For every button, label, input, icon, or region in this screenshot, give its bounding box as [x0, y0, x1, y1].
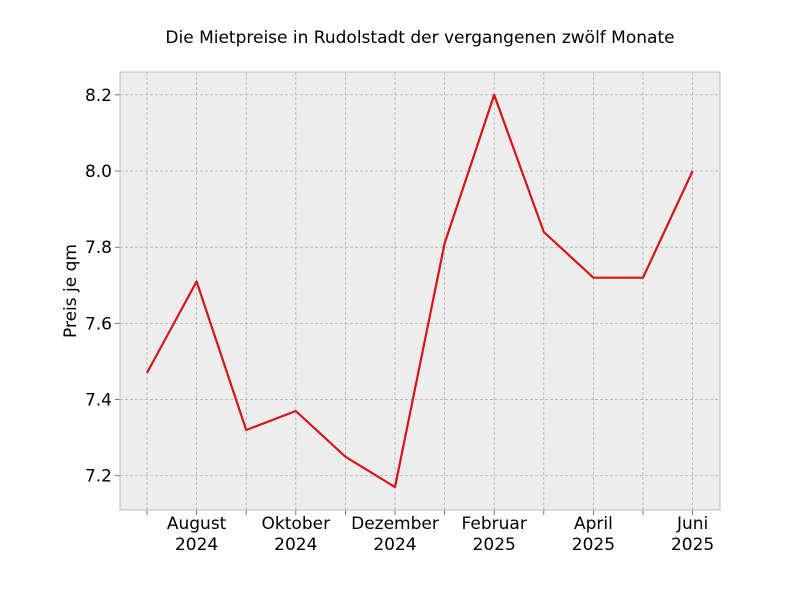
x-tick-label-year: 2024 [175, 535, 218, 555]
x-tick-label-month: Oktober [262, 514, 331, 534]
x-tick-label-year: 2024 [373, 535, 416, 555]
y-tick-label: 8.2 [85, 86, 112, 106]
x-tick-labels: August2024Oktober2024Dezember2024Februar… [167, 514, 714, 555]
y-tick-label: 7.4 [85, 391, 112, 411]
series-line [146, 93, 694, 489]
axis-ticks [115, 94, 693, 515]
y-axis-title: Preis je qm [61, 244, 81, 338]
y-tick-label: 8.0 [85, 162, 112, 182]
x-tick-label-year: 2025 [572, 535, 615, 555]
x-tick-label-year: 2024 [274, 535, 317, 555]
grid-lines [120, 72, 720, 510]
x-tick-label-year: 2025 [473, 535, 516, 555]
x-tick-label-year: 2025 [671, 535, 714, 555]
x-tick-label-month: Juni [676, 514, 708, 534]
x-tick-label-month: Februar [462, 514, 527, 534]
y-tick-labels: 7.2 7.4 7.6 7.8 8.0 8.2 [85, 86, 112, 487]
x-tick-label-month: August [167, 514, 227, 534]
plot-area [120, 72, 720, 510]
plot-frame [119, 71, 721, 511]
x-tick-label-month: Dezember [351, 514, 439, 534]
x-tick-label-month: April [574, 514, 613, 534]
y-tick-label: 7.6 [85, 314, 112, 334]
y-tick-label: 7.2 [85, 467, 112, 487]
y-tick-label: 7.8 [85, 238, 112, 258]
series-layer [146, 93, 694, 489]
chart-title: Die Mietpreise in Rudolstadt der vergang… [165, 28, 674, 48]
